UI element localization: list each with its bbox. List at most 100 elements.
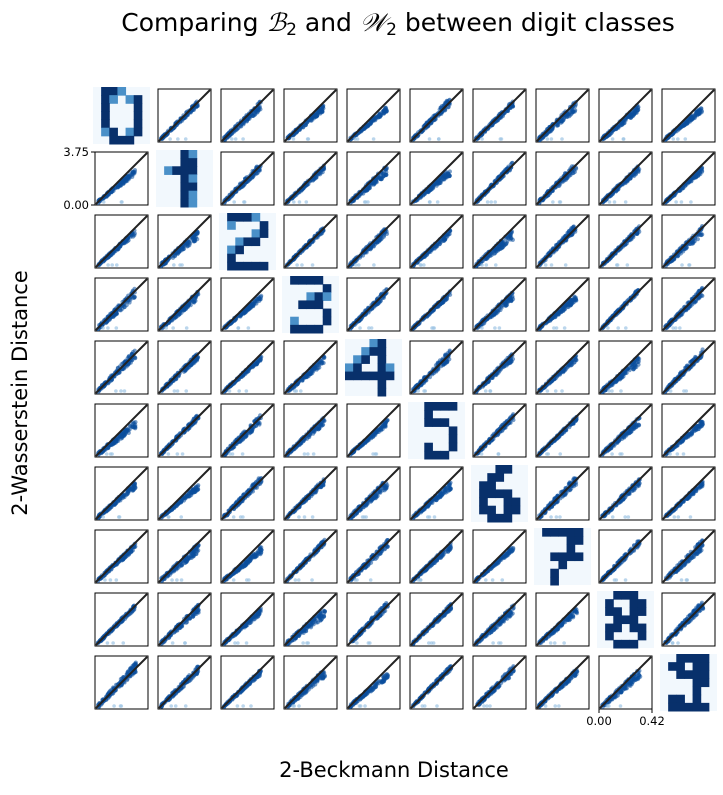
data-point bbox=[690, 115, 695, 121]
outlier-point bbox=[246, 326, 251, 330]
outlier-point bbox=[164, 326, 169, 330]
digit-pixel bbox=[180, 166, 190, 175]
outlier-point bbox=[607, 200, 612, 204]
reference-line bbox=[158, 89, 211, 142]
data-point bbox=[126, 174, 131, 179]
outlier-point bbox=[241, 137, 245, 141]
outlier-point bbox=[485, 200, 490, 204]
outlier-point bbox=[480, 137, 484, 141]
data-point bbox=[628, 113, 633, 118]
digit-pixel bbox=[243, 261, 253, 271]
digit-pixel bbox=[314, 292, 324, 301]
data-point bbox=[130, 169, 135, 174]
outlier-point bbox=[232, 200, 236, 204]
digit-image-2 bbox=[219, 213, 276, 271]
digit-pixel bbox=[125, 135, 135, 145]
subplot-r3-c0 bbox=[94, 277, 149, 332]
data-point bbox=[321, 106, 326, 111]
data-point bbox=[313, 114, 318, 119]
digit-pixel bbox=[188, 166, 198, 175]
digit-pixel bbox=[314, 276, 324, 285]
digit-pixel bbox=[251, 229, 261, 238]
outlier-point bbox=[560, 137, 564, 141]
digit-pixel bbox=[188, 190, 198, 200]
outlier-point bbox=[683, 137, 688, 141]
data-point bbox=[195, 231, 200, 236]
outlier-point bbox=[291, 137, 296, 141]
subplot-r2-c5 bbox=[409, 214, 464, 269]
outlier-point bbox=[172, 263, 176, 267]
data-point bbox=[636, 105, 641, 110]
outlier-point bbox=[687, 263, 692, 267]
reference-line bbox=[410, 89, 463, 142]
digit-pixel bbox=[298, 276, 307, 285]
subplot-r2-c1 bbox=[157, 214, 212, 269]
outlier-point bbox=[371, 137, 376, 141]
data-point bbox=[183, 306, 188, 311]
data-point bbox=[504, 302, 510, 308]
digit-pixel bbox=[133, 103, 143, 112]
data-point bbox=[364, 124, 369, 129]
digit-pixel bbox=[180, 158, 190, 167]
data-point bbox=[695, 237, 700, 242]
data-point bbox=[241, 122, 246, 127]
digit-pixel bbox=[109, 127, 118, 137]
subplot-r1-c7 bbox=[535, 151, 590, 206]
subplot-r0-c9 bbox=[661, 88, 716, 143]
data-point bbox=[492, 251, 497, 256]
subplot-r3-c6 bbox=[472, 277, 527, 332]
outlier-point bbox=[689, 200, 693, 204]
digit-pixel bbox=[227, 261, 236, 271]
digit-image-0 bbox=[93, 87, 150, 145]
digit-pixel bbox=[180, 150, 190, 159]
data-point bbox=[694, 173, 699, 178]
data-point bbox=[251, 302, 256, 307]
data-point bbox=[247, 306, 252, 311]
reference-line bbox=[536, 89, 589, 142]
digit-image-1 bbox=[156, 150, 213, 208]
subplot-r2-c8 bbox=[598, 214, 653, 269]
data-point bbox=[378, 175, 383, 180]
digit-pixel bbox=[117, 87, 127, 96]
outlier-point bbox=[480, 326, 484, 330]
chart-title: Comparing ℬ2 and 𝒲2 between digit classe… bbox=[121, 8, 675, 40]
outlier-point bbox=[304, 200, 309, 204]
outlier-point bbox=[497, 326, 502, 330]
digit-pixel bbox=[251, 213, 261, 222]
data-point bbox=[257, 295, 262, 301]
digit-pixel bbox=[322, 316, 332, 326]
outlier-point bbox=[493, 263, 498, 267]
outlier-point bbox=[612, 200, 617, 204]
reference-line bbox=[221, 89, 274, 142]
data-point bbox=[252, 111, 257, 116]
outlier-point bbox=[297, 200, 302, 204]
outlier-point bbox=[493, 200, 497, 204]
data-point bbox=[559, 118, 564, 124]
subplot-r2-c3 bbox=[283, 214, 338, 269]
digit-pixel bbox=[101, 127, 110, 137]
outlier-point bbox=[549, 263, 554, 267]
data-point bbox=[697, 109, 702, 114]
outlier-point bbox=[428, 200, 432, 204]
digit-pixel bbox=[290, 316, 299, 326]
digit-pixel bbox=[243, 213, 253, 222]
outlier-point bbox=[422, 263, 426, 267]
outlier-point bbox=[168, 137, 172, 141]
digit-pixel bbox=[101, 95, 110, 104]
subplot-r3-c1 bbox=[157, 277, 212, 332]
data-point bbox=[243, 310, 248, 315]
reference-line bbox=[347, 89, 400, 142]
outlier-point bbox=[674, 200, 678, 204]
digit-pixel bbox=[180, 198, 190, 208]
digit-pixel bbox=[188, 158, 198, 167]
subplot-r1-c8 bbox=[598, 151, 653, 206]
digit-pixel bbox=[322, 308, 332, 318]
outlier-point bbox=[353, 137, 357, 141]
digit-pixel bbox=[188, 198, 198, 208]
digit-pixel bbox=[188, 174, 198, 184]
subplot-r2-c6 bbox=[472, 214, 527, 269]
digit-pixel bbox=[259, 229, 269, 238]
outlier-point bbox=[625, 263, 630, 267]
outlier-point bbox=[551, 200, 555, 204]
